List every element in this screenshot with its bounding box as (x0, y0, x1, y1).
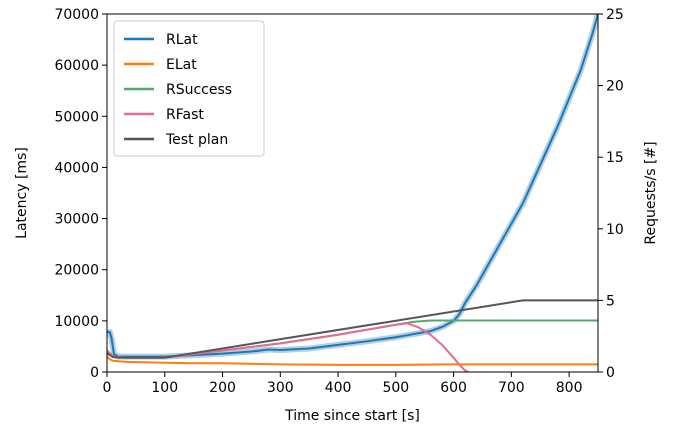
x-axis-label: Time since start [s] (284, 408, 420, 424)
legend-label-elat: ELat (166, 57, 197, 73)
plot-frame (106, 13, 599, 373)
x-tick-label: 100 (151, 380, 178, 396)
series-group (107, 14, 598, 372)
y-tick-label: 10000 (54, 314, 99, 330)
legend-label-test-plan: Test plan (165, 132, 228, 148)
legend-label-rfast: RFast (166, 107, 204, 123)
series-test-plan-line (107, 299, 598, 359)
series-layer (107, 14, 598, 372)
y-tick-label: 30000 (54, 212, 99, 228)
y-tick-label: 60000 (54, 58, 99, 74)
legend-label-rlat: RLat (166, 32, 198, 48)
y-tick-label: 50000 (54, 109, 99, 125)
x-tick-label: 800 (556, 380, 583, 396)
axes: 0 100 200 300 400 500 600 700 800010000200003000… (54, 7, 623, 396)
x-tick-label: 700 (498, 380, 525, 396)
series-rsuccess-line (107, 319, 598, 359)
y2-tick-label: 20 (606, 79, 624, 95)
x-tick-label: 200 (209, 380, 236, 396)
y-tick-label: 70000 (54, 7, 99, 23)
y2-tick-label: 10 (606, 222, 624, 238)
y-tick-label: 40000 (54, 160, 99, 176)
y-axis-label-right: Requests/s [#] (643, 141, 659, 244)
legend: RLat ELat RSuccess RFast Test plan (113, 20, 265, 157)
y-tick-label: 0 (90, 365, 99, 381)
x-tick-label: 0 (103, 380, 112, 396)
x-tick-label: 300 (267, 380, 294, 396)
y2-tick-label: 15 (606, 150, 624, 166)
y2-tick-label: 0 (606, 365, 615, 381)
y2-tick-label: 5 (606, 293, 615, 309)
legend-label-rsuccess: RSuccess (166, 82, 232, 98)
x-tick-label: 400 (325, 380, 352, 396)
series-elat-line (107, 355, 598, 366)
series-rlat-line (107, 14, 598, 358)
x-tick-label: 500 (382, 380, 409, 396)
y2-tick-label: 25 (606, 7, 624, 23)
legend-box (113, 20, 265, 157)
y-axis-label-left: Latency [ms] (14, 147, 30, 239)
x-tick-label: 600 (440, 380, 467, 396)
y-tick-label: 20000 (54, 263, 99, 279)
